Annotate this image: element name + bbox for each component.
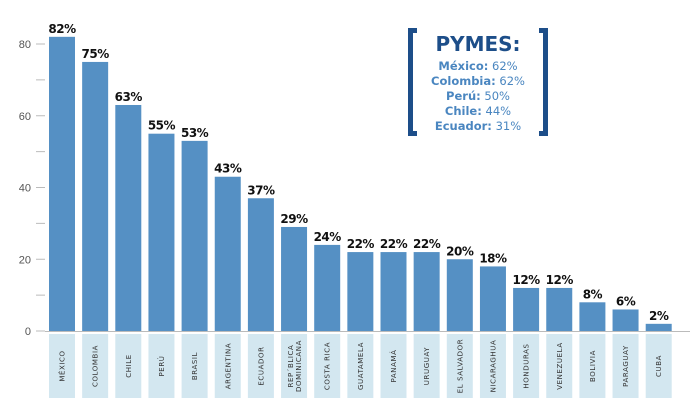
category-label: GUATAMELA xyxy=(357,342,365,390)
category-label: EL SALVADOR xyxy=(456,339,464,394)
data-label: 12% xyxy=(546,273,574,287)
bar xyxy=(513,287,540,331)
category-label: NICARAGHUA xyxy=(489,340,497,393)
data-label: 55% xyxy=(148,119,176,133)
callout-title: PYMES: xyxy=(435,32,521,56)
y-tick-label: 40 xyxy=(19,183,31,195)
y-tick-label: 20 xyxy=(19,254,31,266)
category-label: PANAMÁ xyxy=(389,349,398,382)
category-label: REP´BLICA xyxy=(287,345,295,388)
category-box xyxy=(181,334,208,398)
bar xyxy=(181,140,208,331)
category-label: PARAGUAY xyxy=(622,345,630,387)
bar xyxy=(446,259,473,331)
data-label: 37% xyxy=(247,183,275,197)
bar xyxy=(115,104,142,331)
data-label: 29% xyxy=(280,212,308,226)
bar xyxy=(347,252,374,331)
bar xyxy=(645,323,672,331)
right-bracket xyxy=(539,28,548,136)
y-tick-label: 60 xyxy=(19,111,31,123)
category-label: PERÚ xyxy=(157,355,166,376)
bar xyxy=(82,61,109,331)
data-label: 22% xyxy=(347,237,375,251)
category-label: DOMINICANA xyxy=(295,340,303,392)
category-label: MÉXICO xyxy=(58,350,67,381)
data-label: 63% xyxy=(115,90,143,104)
data-label: 75% xyxy=(82,47,110,61)
category-box xyxy=(413,334,440,398)
data-label: 18% xyxy=(479,251,507,265)
bar xyxy=(247,198,274,331)
callout-item: Colombia: 62% xyxy=(431,74,525,88)
callout-item: México: 62% xyxy=(438,59,518,73)
category-box xyxy=(247,334,274,398)
bar xyxy=(214,176,241,331)
category-box xyxy=(314,334,341,398)
bar xyxy=(479,266,506,331)
bar xyxy=(579,302,606,331)
y-tick-label: 0 xyxy=(25,326,31,338)
category-box xyxy=(513,334,540,398)
category-box xyxy=(347,334,374,398)
data-label: 22% xyxy=(413,237,441,251)
category-label: CHILE xyxy=(125,354,133,378)
data-label: 20% xyxy=(446,244,474,258)
category-box xyxy=(612,334,639,398)
data-label: 6% xyxy=(616,294,636,308)
category-label: ECUADOR xyxy=(257,346,265,385)
category-box xyxy=(479,334,506,398)
category-label: COSTA RICA xyxy=(324,342,332,390)
bar xyxy=(546,287,573,331)
callout-list: México: 62% Colombia: 62% Perú: 50% Chil… xyxy=(408,59,548,134)
left-bracket xyxy=(408,28,417,136)
category-box xyxy=(281,334,308,398)
callout-item: Perú: 50% xyxy=(446,89,510,103)
category-box xyxy=(49,334,75,398)
data-label: 43% xyxy=(214,162,242,176)
callout-item: Chile: 44% xyxy=(444,104,512,118)
bar xyxy=(314,244,341,331)
category-box xyxy=(82,334,109,398)
pymes-callout: PYMES: México: 62% Colombia: 62% Perú: 5… xyxy=(408,28,548,136)
category-box xyxy=(214,334,241,398)
category-label: VENEZUELA xyxy=(556,342,564,389)
category-label: COLOMBIA xyxy=(92,345,100,387)
category-box xyxy=(148,334,175,398)
category-box xyxy=(579,334,606,398)
category-box xyxy=(546,334,573,398)
category-label: BRASIL xyxy=(191,352,199,380)
category-label: CUBA xyxy=(655,355,663,377)
category-box xyxy=(380,334,407,398)
data-label: 24% xyxy=(314,230,342,244)
bar xyxy=(413,252,440,331)
category-box xyxy=(446,334,473,398)
data-label: 8% xyxy=(583,287,603,301)
callout-item: Ecuador: 31% xyxy=(434,119,522,133)
data-label: 53% xyxy=(181,126,209,140)
data-label: 22% xyxy=(380,237,408,251)
category-box xyxy=(645,334,672,398)
bar xyxy=(148,133,175,331)
bar xyxy=(380,252,407,331)
bar xyxy=(612,309,639,331)
category-box xyxy=(115,334,142,398)
category-label: BOLIVIA xyxy=(589,350,597,382)
data-label: 82% xyxy=(48,22,76,36)
category-label: URUGUAY xyxy=(423,347,431,386)
bar xyxy=(281,226,308,331)
bar xyxy=(49,36,75,331)
category-label: ARGENTINA xyxy=(224,343,232,390)
data-label: 12% xyxy=(512,273,540,287)
y-tick-label: 80 xyxy=(19,39,31,51)
data-label: 2% xyxy=(649,309,669,323)
category-label: HONDURAS xyxy=(523,343,531,388)
